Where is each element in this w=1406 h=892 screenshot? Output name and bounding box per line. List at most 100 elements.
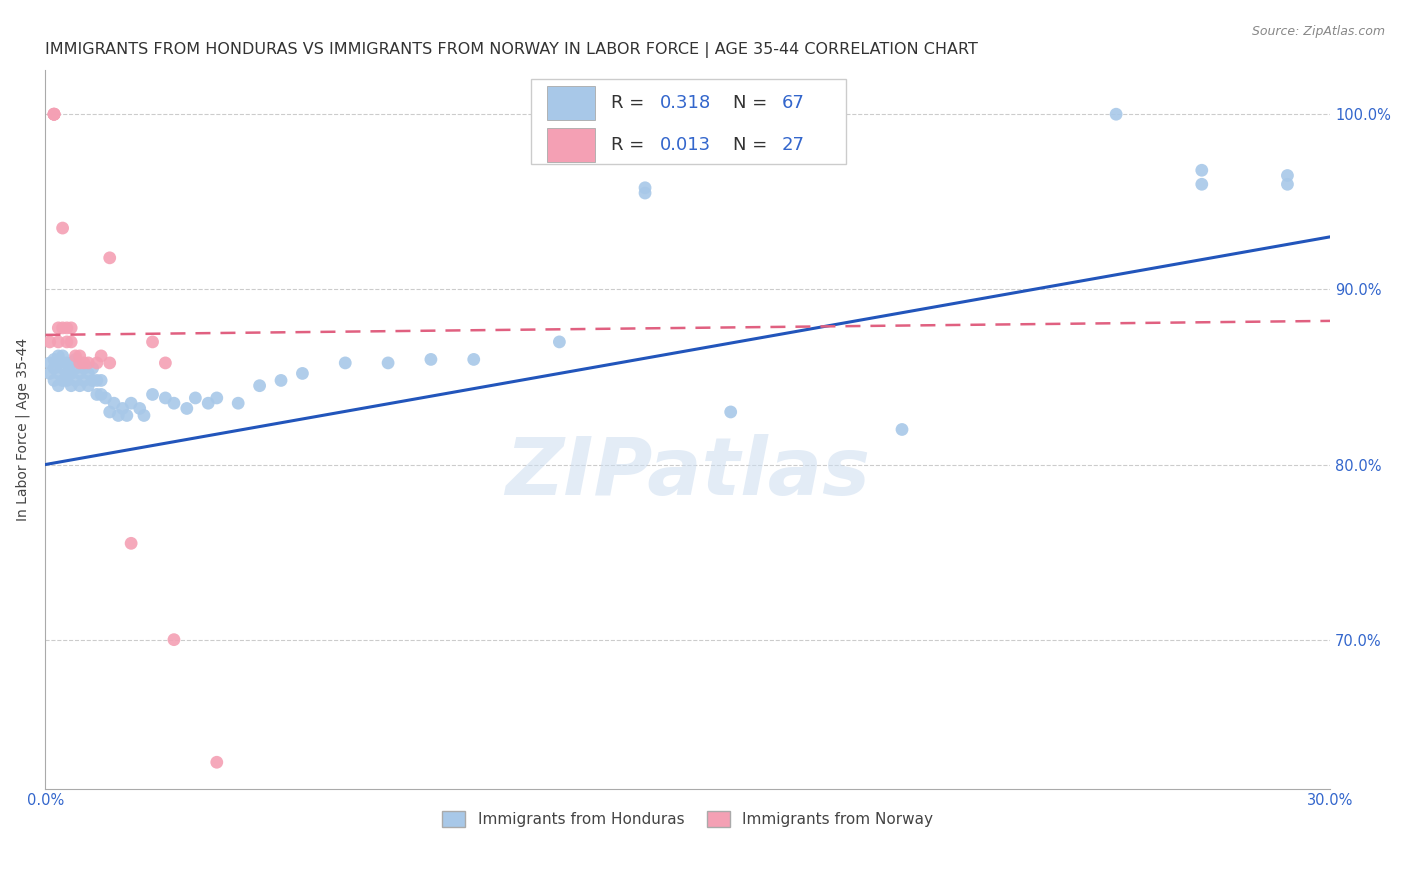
Point [42, 373, 65, 387]
Text: R =: R = [610, 136, 650, 154]
Point [120, 396, 142, 410]
Point [86, 356, 108, 370]
Point [52, 373, 75, 387]
Point [56, 334, 79, 349]
Point [52, 349, 75, 363]
Point [98, 356, 121, 370]
Point [155, 391, 177, 405]
Point [69, 349, 91, 363]
Point [42, 107, 65, 121]
Point [184, 391, 207, 405]
Point [73, 373, 96, 387]
Point [38, 356, 60, 370]
Legend: Immigrants from Honduras, Immigrants from Norway: Immigrants from Honduras, Immigrants fro… [434, 804, 941, 835]
Point [52, 361, 75, 376]
Point [1105, 107, 1128, 121]
Point [103, 396, 125, 410]
Point [634, 186, 657, 200]
Text: 0.318: 0.318 [659, 94, 711, 112]
Point [60, 334, 83, 349]
Point [86, 373, 108, 387]
Text: IMMIGRANTS FROM HONDURAS VS IMMIGRANTS FROM NORWAY IN LABOR FORCE | AGE 35-44 CO: IMMIGRANTS FROM HONDURAS VS IMMIGRANTS F… [45, 42, 979, 58]
Point [1191, 163, 1213, 178]
Point [205, 756, 228, 770]
Point [82, 373, 104, 387]
Y-axis label: In Labor Force | Age 35-44: In Labor Force | Age 35-44 [15, 338, 30, 521]
Point [1277, 169, 1299, 183]
Text: R =: R = [610, 94, 650, 112]
Point [69, 367, 91, 381]
Point [65, 361, 87, 376]
Point [46, 367, 69, 381]
Point [60, 378, 83, 392]
Point [98, 405, 121, 419]
Point [107, 409, 129, 423]
Point [291, 367, 314, 381]
Point [69, 378, 91, 392]
Point [38, 367, 60, 381]
Text: N =: N = [733, 94, 773, 112]
Point [155, 356, 177, 370]
Point [56, 321, 79, 335]
Point [46, 378, 69, 392]
Point [141, 334, 163, 349]
Point [77, 378, 100, 392]
Point [73, 361, 96, 376]
Text: 27: 27 [782, 136, 804, 154]
Point [42, 107, 65, 121]
Point [38, 334, 60, 349]
Point [548, 334, 571, 349]
Point [46, 334, 69, 349]
Point [56, 373, 79, 387]
Point [82, 361, 104, 376]
Point [163, 632, 186, 647]
Point [1191, 178, 1213, 192]
Text: 67: 67 [782, 94, 804, 112]
Point [94, 391, 117, 405]
Point [52, 321, 75, 335]
Point [226, 396, 249, 410]
Point [205, 391, 228, 405]
Point [60, 321, 83, 335]
Point [46, 356, 69, 370]
Point [419, 352, 441, 367]
Point [65, 352, 87, 367]
Point [120, 536, 142, 550]
Point [335, 356, 357, 370]
Point [249, 378, 271, 392]
Point [77, 367, 100, 381]
Point [176, 401, 198, 416]
FancyBboxPatch shape [547, 86, 595, 120]
Point [891, 422, 914, 436]
Point [163, 396, 186, 410]
Point [98, 251, 121, 265]
Point [69, 356, 91, 370]
Point [90, 373, 112, 387]
Point [65, 349, 87, 363]
Point [377, 356, 399, 370]
Point [132, 409, 155, 423]
Point [56, 356, 79, 370]
Point [86, 387, 108, 401]
Point [111, 401, 134, 416]
Point [90, 387, 112, 401]
Text: N =: N = [733, 136, 773, 154]
Point [270, 373, 292, 387]
Point [42, 352, 65, 367]
Point [60, 356, 83, 370]
Point [46, 321, 69, 335]
FancyBboxPatch shape [547, 128, 595, 162]
Point [1277, 178, 1299, 192]
Point [720, 405, 742, 419]
Point [90, 349, 112, 363]
Point [463, 352, 485, 367]
Point [634, 181, 657, 195]
Point [42, 107, 65, 121]
Point [60, 367, 83, 381]
Text: 0.013: 0.013 [659, 136, 710, 154]
Point [42, 107, 65, 121]
Text: Source: ZipAtlas.com: Source: ZipAtlas.com [1251, 25, 1385, 38]
Point [42, 361, 65, 376]
Text: ZIPatlas: ZIPatlas [505, 434, 870, 512]
Point [56, 367, 79, 381]
